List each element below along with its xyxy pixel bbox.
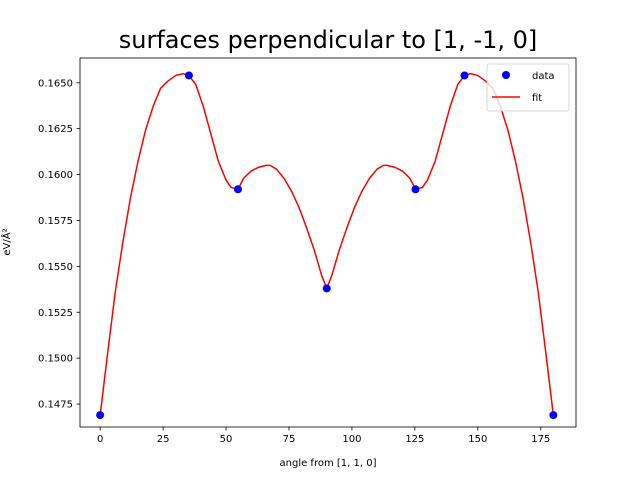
plot-frame xyxy=(79,57,577,428)
plot-content xyxy=(96,71,558,420)
y-axis-label: eV/Å² xyxy=(0,228,13,255)
y-axis: 0.1475 0.1500 0.1525 0.1550 0.1575 0.1600 0.16… xyxy=(38,78,80,411)
chart-title: surfaces perpendicular to [1, -1, 0] xyxy=(119,26,538,54)
y-tick-label: 0.1600 xyxy=(38,170,73,181)
y-tick-label: 0.1525 xyxy=(38,308,73,319)
legend: data fit xyxy=(486,63,570,112)
y-tick-label: 0.1625 xyxy=(38,124,73,135)
x-tick-label: 75 xyxy=(283,434,296,445)
x-tick-label: 25 xyxy=(157,434,170,445)
legend-label-fit: fit xyxy=(532,93,542,104)
legend-marker-data xyxy=(502,71,510,79)
data-point xyxy=(322,284,331,293)
y-tick-label: 0.1500 xyxy=(38,354,73,365)
y-tick-label: 0.1650 xyxy=(38,78,73,89)
x-tick-label: 125 xyxy=(405,434,424,445)
data-point xyxy=(411,185,420,194)
x-tick-label: 0 xyxy=(97,434,103,445)
x-axis: 0 25 50 75 100 125 150 175 xyxy=(97,427,550,445)
x-tick-label: 175 xyxy=(531,434,550,445)
legend-box xyxy=(486,63,570,112)
x-tick-label: 150 xyxy=(468,434,487,445)
x-tick-label: 100 xyxy=(342,434,361,445)
data-point xyxy=(96,411,105,420)
x-axis-label: angle from [1, 1, 0] xyxy=(280,458,377,469)
y-tick-label: 0.1550 xyxy=(38,262,73,273)
y-tick-label: 0.1575 xyxy=(38,216,73,227)
data-point xyxy=(549,411,558,420)
y-tick-label: 0.1475 xyxy=(38,400,73,411)
data-point xyxy=(460,71,469,80)
x-tick-label: 50 xyxy=(220,434,233,445)
data-point xyxy=(184,71,193,80)
data-point xyxy=(233,185,242,194)
legend-label-data: data xyxy=(532,71,555,82)
